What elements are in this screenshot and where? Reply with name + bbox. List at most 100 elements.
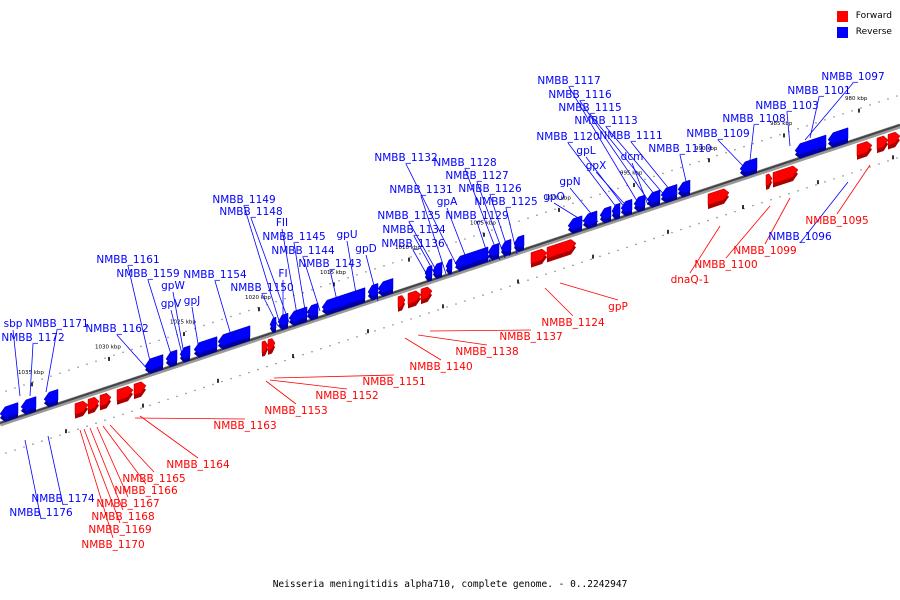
track-dot [338, 341, 340, 344]
track-dot [662, 234, 664, 237]
track-dot [608, 190, 610, 193]
gene-label: FI [278, 268, 287, 280]
track-dot [374, 330, 376, 332]
gene-label: NMBB_1170 [81, 539, 144, 551]
track-dot [698, 222, 700, 225]
label-connector [405, 163, 461, 273]
gene-label: FII [276, 217, 288, 229]
track-dot [545, 211, 547, 214]
forward-swatch [836, 10, 848, 22]
track-dot [617, 187, 619, 190]
track-dot [554, 208, 556, 211]
gene-label: gpN [559, 176, 580, 188]
track-dot [761, 201, 763, 204]
label-connector [127, 265, 153, 371]
gene-label: NMBB_1097 [821, 71, 884, 83]
gene-label: NMBB_1110 [648, 143, 711, 155]
track-dot [716, 154, 718, 157]
label-connector [109, 424, 155, 473]
gene-label: NMBB_1131 [389, 184, 452, 196]
track-dots [5, 95, 898, 454]
forward-gene [74, 400, 89, 416]
gene-label: NMBB_1096 [768, 231, 832, 243]
gene-label: NMBB_1169 [88, 524, 151, 536]
track-dot [896, 157, 898, 159]
gene-label: NMBB_1161 [96, 254, 159, 266]
label-connector [717, 139, 746, 169]
track-dot [833, 116, 835, 118]
gene-label: NMBB_1149 [212, 194, 275, 206]
label-connector [139, 415, 199, 459]
reverse-gene [179, 345, 191, 359]
track-dot [824, 181, 826, 183]
track-dot [680, 228, 682, 231]
track-dot [797, 127, 799, 130]
gene-label: NMBB_1137 [499, 331, 562, 343]
gene-label: NMBB_1150 [230, 282, 293, 294]
track-dot [869, 104, 871, 106]
reverse-gene [633, 194, 646, 209]
gene-label: NMBB_1166 [114, 485, 178, 497]
axis-tick-label: 1005 kbp [470, 220, 496, 226]
reverse-gene [165, 349, 178, 364]
gene-label: NMBB_1116 [548, 89, 612, 101]
track-dot [383, 327, 385, 329]
track-dot [878, 101, 880, 103]
track-dot [779, 133, 781, 136]
label-connector [12, 329, 21, 397]
track-dot [212, 321, 214, 324]
track-dot [662, 172, 664, 175]
forward-gene [420, 286, 433, 301]
track-dot [761, 139, 763, 142]
track-dot [194, 389, 196, 392]
track-dot [95, 360, 97, 363]
track-dot [653, 237, 655, 240]
label-connector [568, 86, 641, 207]
track-dot [770, 198, 772, 201]
label-connector [544, 287, 574, 317]
track-dot [383, 265, 385, 267]
forward-gene [99, 392, 112, 407]
track-dot [725, 151, 727, 154]
reverse-gene [513, 234, 525, 249]
gene-label: NMBB_1126 [458, 183, 522, 195]
track-dot [779, 195, 781, 198]
track-dot [50, 437, 52, 439]
axis-tick-label: 980 kbp [845, 96, 868, 102]
track-dot [185, 330, 187, 333]
reverse-gene [321, 287, 366, 312]
axis-tick-label: 985 kbp [770, 121, 793, 127]
label-connector [243, 205, 281, 325]
forward-gene [87, 396, 100, 411]
axis-tick-label: 1025 kbp [170, 320, 196, 326]
track-dot [536, 214, 538, 216]
label-connector [29, 343, 34, 397]
track-dot [131, 410, 133, 413]
track-dot [284, 297, 286, 300]
gene-label: NMBB_1148 [219, 206, 282, 218]
gene-label: NMBB_1109 [686, 128, 749, 140]
track-dot [788, 192, 790, 195]
track-dot [464, 300, 466, 302]
track-dot [401, 321, 403, 323]
label-connector [605, 126, 667, 198]
track-dot [158, 401, 160, 404]
gene-label: NMBB_1095 [805, 215, 868, 227]
gene-label: NMBB_1111 [599, 130, 662, 142]
track-dot [644, 178, 646, 181]
track-dot [527, 279, 529, 281]
axis-tick-label: 995 kbp [620, 171, 643, 177]
track-dot [140, 407, 142, 410]
track-dot [797, 189, 799, 192]
label-connector [302, 256, 321, 312]
track-dot [563, 205, 565, 208]
track-dot [86, 363, 88, 365]
gene-label: NMBB_1115 [558, 102, 621, 114]
track-dot [203, 324, 205, 327]
track-dot [554, 270, 556, 273]
gene-label: NMBB_1136 [381, 238, 445, 250]
label-connector [45, 329, 58, 393]
forward-gene [546, 239, 577, 259]
label-connector [281, 228, 299, 321]
